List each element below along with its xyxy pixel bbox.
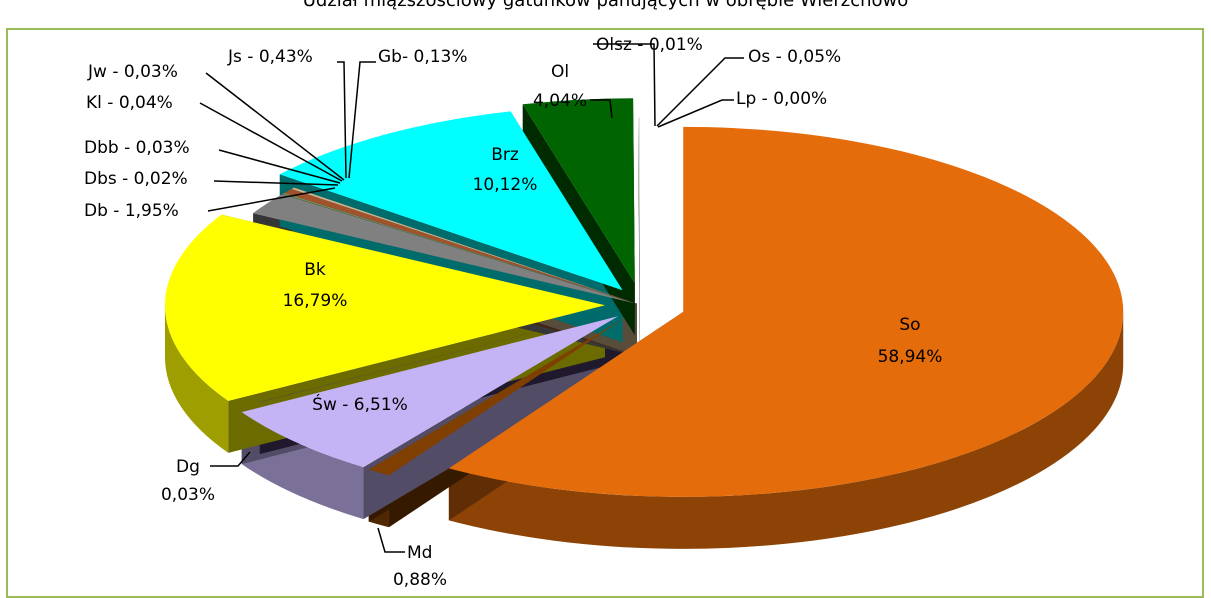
label-bk: Bk — [304, 260, 326, 280]
label-so: So — [899, 315, 920, 335]
label-dbb: Dbb - 0,03% — [84, 138, 190, 158]
label-dg: Dg — [176, 457, 200, 477]
label-gb: Gb- 0,13% — [378, 47, 468, 67]
value-label-dg: 0,03% — [161, 485, 215, 505]
label-kl: Kl - 0,04% — [86, 93, 173, 113]
label-jw: Jw - 0,03% — [87, 62, 178, 82]
label-os: Os - 0,05% — [748, 47, 841, 67]
value-label-bk: 16,79% — [283, 291, 348, 311]
label-lp: Lp - 0,00% — [736, 89, 827, 109]
label-olsz: Olsz - 0,01% — [596, 35, 703, 55]
value-label-ol: 4,04% — [533, 91, 587, 111]
label-md: Md — [407, 543, 432, 563]
label-ol: Ol — [551, 62, 569, 82]
value-label-md: 0,88% — [393, 570, 447, 587]
label-brz: Brz — [491, 145, 519, 165]
label-sw: Św - 6,51% — [312, 393, 408, 415]
value-label-so: 58,94% — [878, 347, 943, 367]
label-js: Js - 0,43% — [227, 47, 313, 67]
value-label-brz: 10,12% — [473, 175, 538, 195]
leader-line-md — [378, 528, 405, 552]
label-dbs: Dbs - 0,02% — [84, 169, 188, 189]
leader-line-os — [657, 58, 744, 126]
leader-line-jw — [206, 73, 344, 180]
leader-line-kl — [200, 103, 342, 181]
label-db: Db - 1,95% — [84, 201, 179, 221]
